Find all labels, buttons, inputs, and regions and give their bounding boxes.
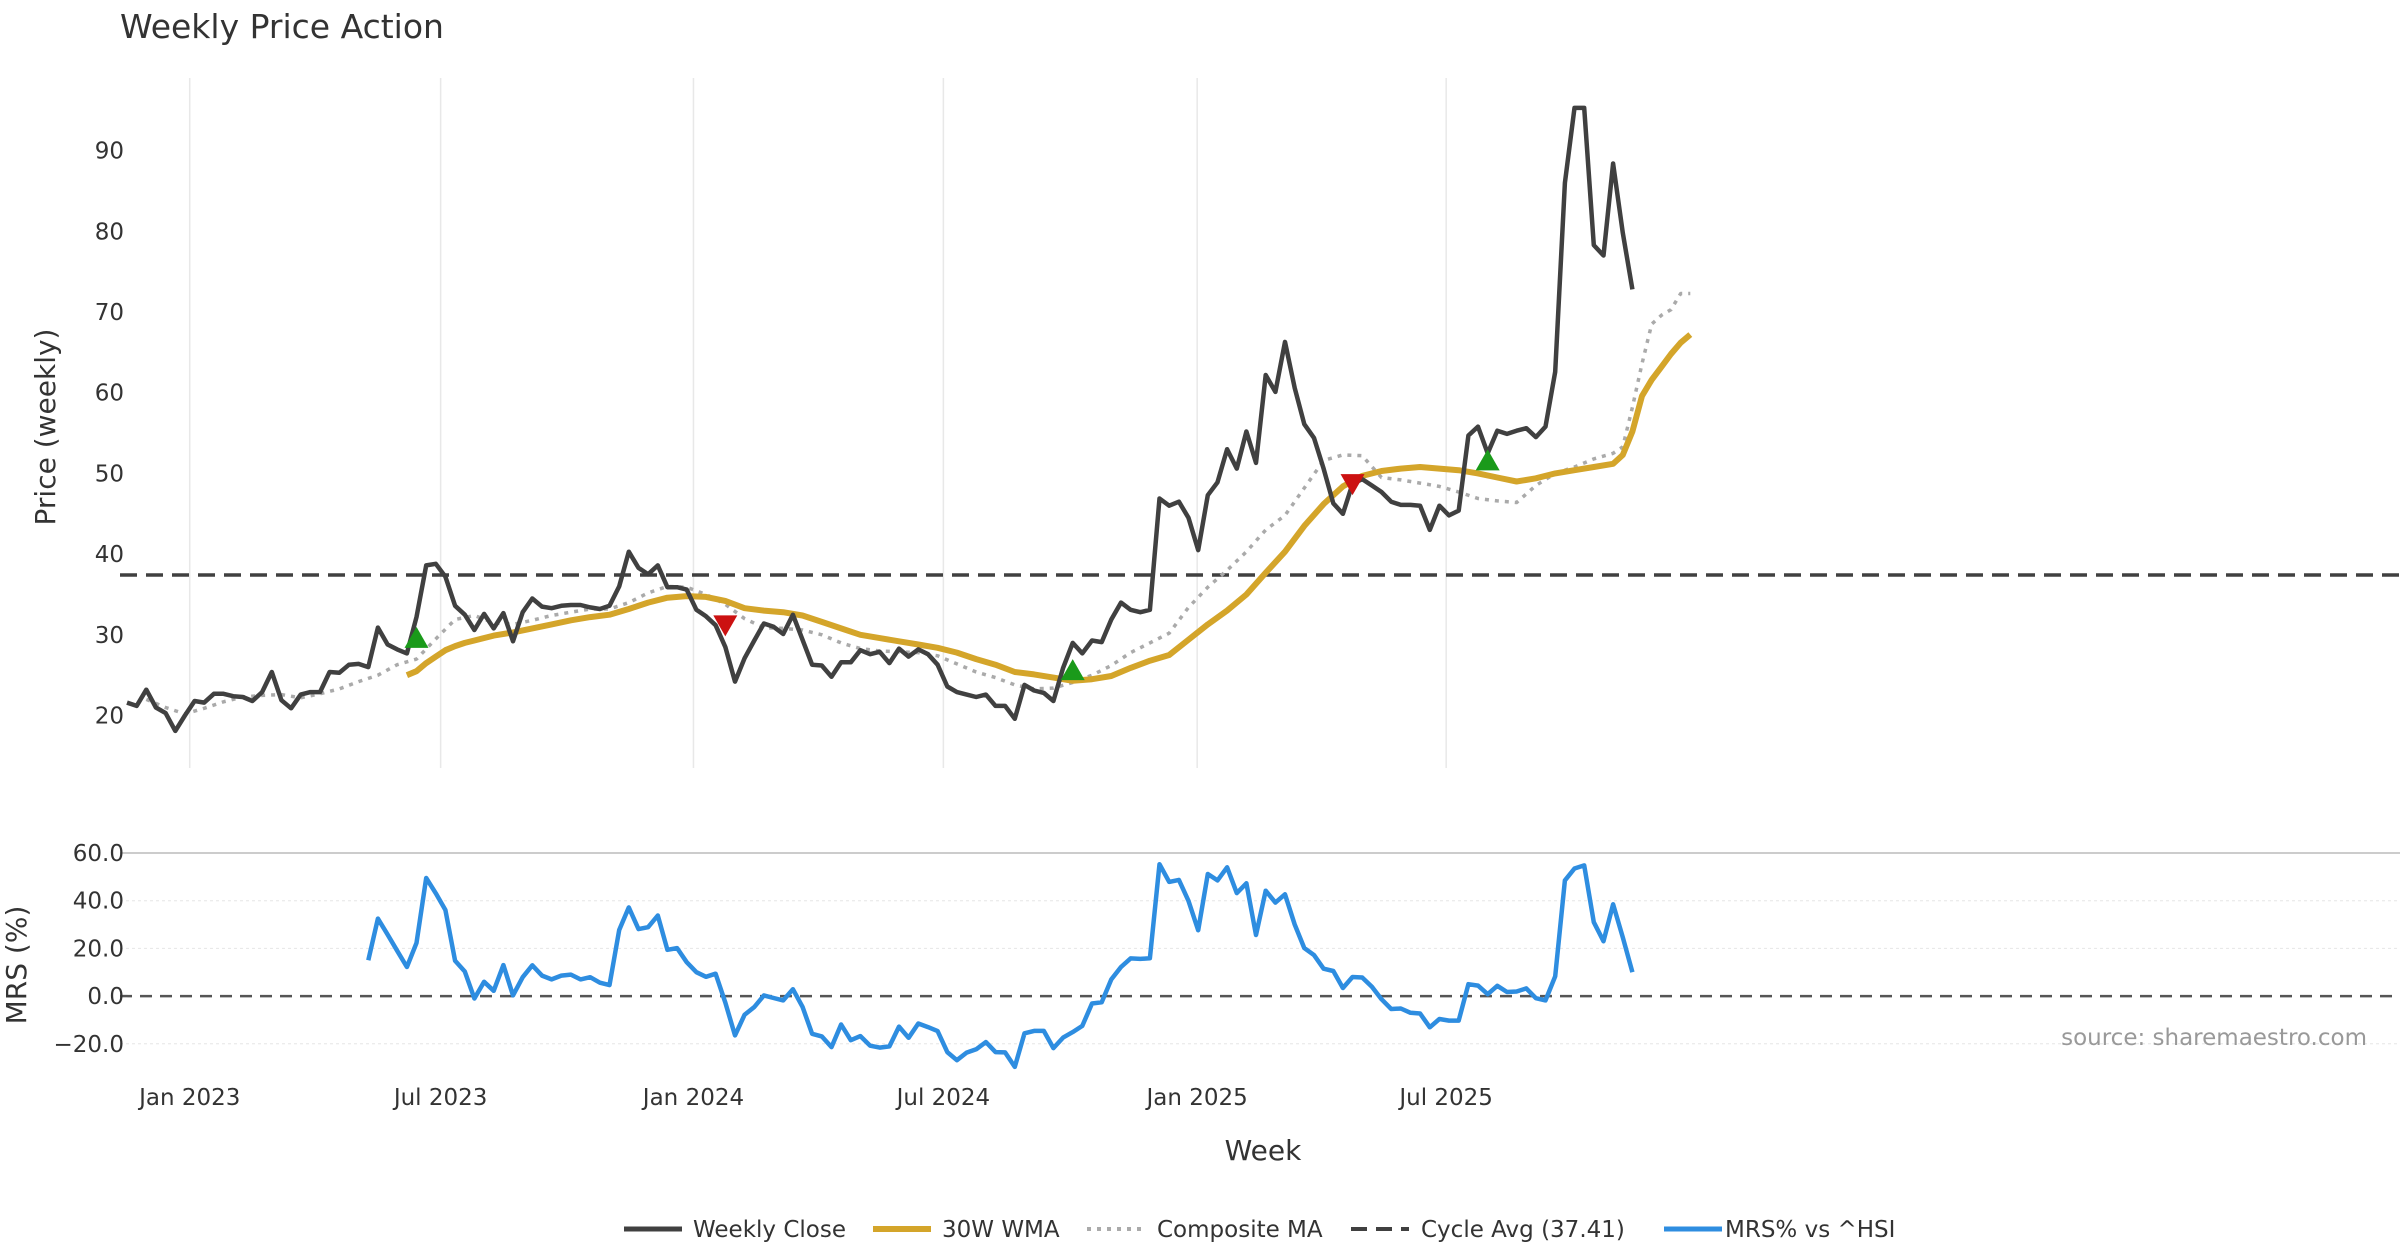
mrs-y-tick-4: −20.0 bbox=[54, 1032, 124, 1058]
signal-markers bbox=[404, 449, 1500, 681]
x-tick-4: Jan 2025 bbox=[1145, 1085, 1248, 1111]
legend-mrs: MRS% vs ^HSI bbox=[1725, 1217, 1895, 1243]
x-tick-1: Jul 2023 bbox=[392, 1085, 488, 1111]
price-y-axis-label: Price (weekly) bbox=[29, 329, 62, 526]
mrs-y-tick-1: 40.0 bbox=[73, 889, 124, 915]
legend-30w-wma: 30W WMA bbox=[942, 1217, 1060, 1243]
mrs-gridlines bbox=[120, 852, 2400, 1045]
price-y-tick-30: 30 bbox=[95, 623, 124, 649]
mrs-y-ticks: 60.0 40.0 20.0 0.0 −20.0 bbox=[54, 841, 124, 1058]
x-axis-label: Week bbox=[1225, 1134, 1302, 1167]
price-y-tick-70: 70 bbox=[95, 300, 124, 326]
legend: Weekly Close 30W WMA Composite MA Cycle … bbox=[624, 1217, 1895, 1243]
price-series bbox=[120, 105, 2400, 734]
buy-signal-marker-0 bbox=[404, 626, 429, 648]
sell-signal-marker-1 bbox=[1340, 474, 1365, 496]
x-ticks: Jan 2023 Jul 2023 Jan 2024 Jul 2024 Jan 2025… bbox=[137, 1085, 1493, 1111]
price-y-ticks: 20 30 40 50 60 70 80 90 bbox=[95, 139, 124, 730]
source-note: source: sharemaestro.com bbox=[2061, 1025, 2367, 1051]
buy-signal-marker-2 bbox=[1475, 449, 1500, 471]
legend-cycle-avg: Cycle Avg (37.41) bbox=[1421, 1217, 1625, 1243]
price-y-tick-20: 20 bbox=[95, 704, 124, 730]
mrs-line bbox=[366, 861, 1635, 1070]
price-gridlines bbox=[188, 78, 1447, 768]
mrs-series bbox=[366, 861, 1635, 1070]
legend-weekly-close: Weekly Close bbox=[693, 1217, 846, 1243]
price-y-tick-80: 80 bbox=[95, 219, 124, 245]
mrs-y-tick-3: 0.0 bbox=[87, 984, 124, 1010]
price-y-tick-90: 90 bbox=[95, 139, 124, 165]
x-tick-5: Jul 2025 bbox=[1397, 1085, 1493, 1111]
chart-title: Weekly Price Action bbox=[120, 7, 444, 46]
mrs-y-tick-2: 20.0 bbox=[73, 936, 124, 962]
sell-signal-marker-0 bbox=[713, 615, 738, 637]
legend-composite-ma: Composite MA bbox=[1157, 1217, 1323, 1243]
buy-signal-marker-1 bbox=[1060, 659, 1085, 681]
weekly-close-line bbox=[126, 105, 1635, 734]
mrs-y-tick-0: 60.0 bbox=[73, 841, 124, 867]
price-y-tick-50: 50 bbox=[95, 461, 124, 487]
price-y-tick-60: 60 bbox=[95, 381, 124, 407]
wma-30w-line bbox=[405, 332, 1693, 684]
composite-ma-line bbox=[145, 291, 1691, 716]
x-tick-2: Jan 2024 bbox=[641, 1085, 744, 1111]
price-y-tick-40: 40 bbox=[95, 542, 124, 568]
mrs-y-axis-label: MRS (%) bbox=[0, 906, 33, 1025]
x-tick-3: Jul 2024 bbox=[895, 1085, 991, 1111]
x-tick-0: Jan 2023 bbox=[137, 1085, 240, 1111]
